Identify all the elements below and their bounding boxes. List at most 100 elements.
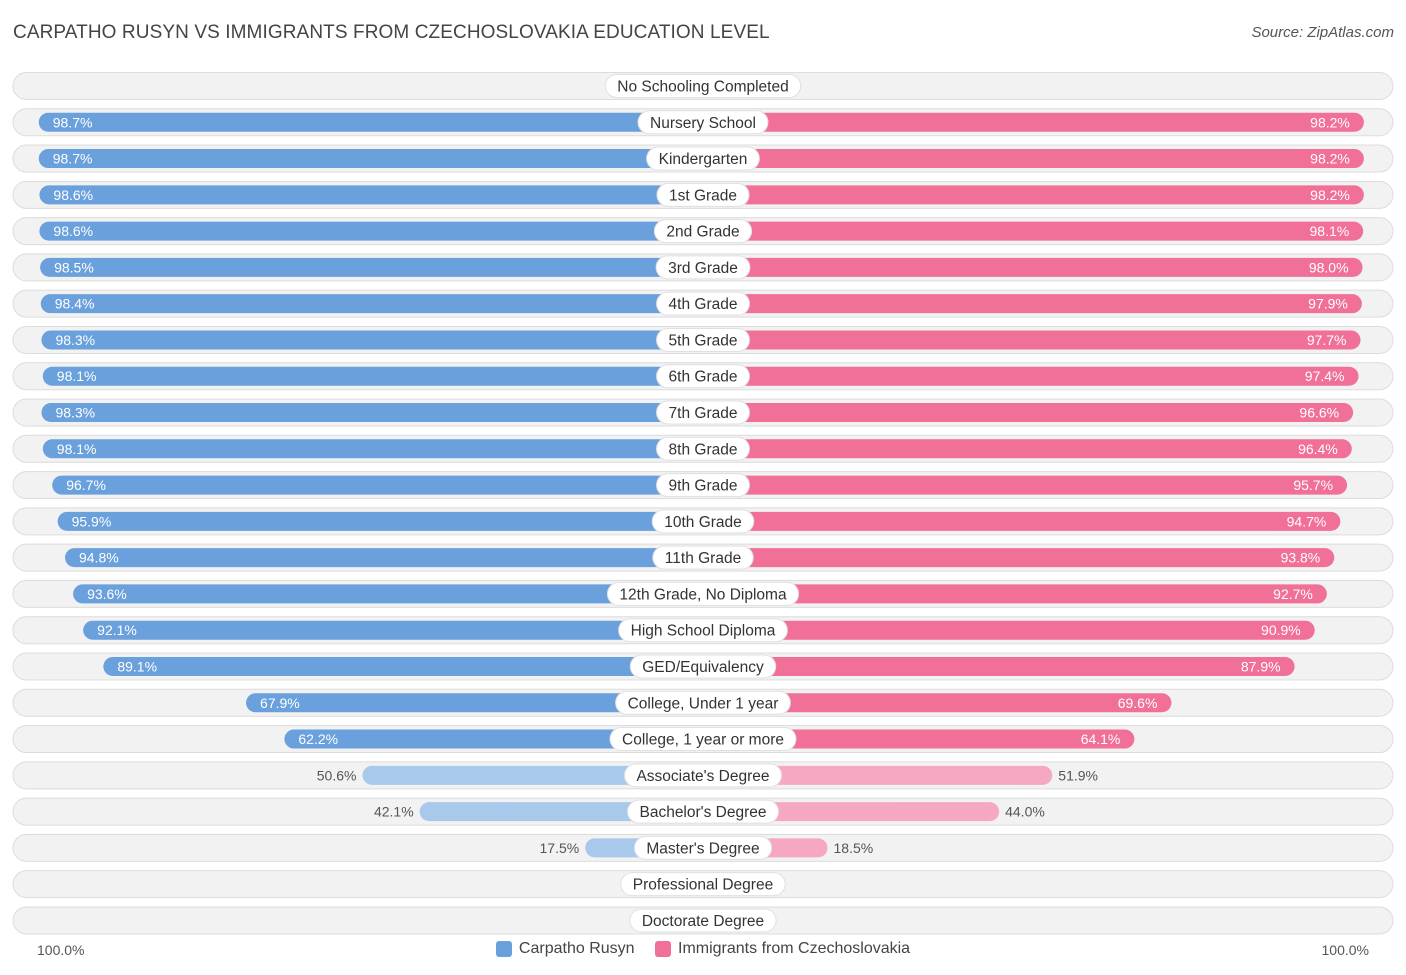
value-label-right: 98.1% — [1310, 223, 1350, 239]
bar-right — [703, 294, 1362, 314]
value-label-right: 97.4% — [1305, 368, 1345, 384]
bar-row: 17.5% 18.5% Master's Degree — [12, 833, 1394, 862]
bar-row: 98.6% 98.1% 2nd Grade — [12, 217, 1394, 246]
value-label-left: 98.3% — [55, 405, 95, 421]
category-pill — [656, 436, 750, 461]
bar-right — [703, 620, 1315, 640]
category-pill — [656, 291, 750, 316]
category-pill — [615, 690, 791, 715]
value-label-left: 93.6% — [87, 586, 127, 602]
category-label: 7th Grade — [669, 405, 738, 422]
bar-right — [703, 330, 1361, 350]
bar-right — [703, 149, 1364, 169]
bar-left — [42, 366, 704, 386]
bar-row: 98.7% 98.2% Kindergarten — [12, 144, 1394, 173]
value-label-left: 98.3% — [55, 332, 95, 348]
axis-right-label: 100.0% — [1321, 942, 1369, 958]
bar-right — [703, 221, 1364, 241]
category-pill — [629, 654, 777, 679]
value-label-left: 98.1% — [57, 441, 97, 457]
bar-row: 98.3% 97.7% 5th Grade — [12, 325, 1394, 354]
bar-left — [40, 294, 703, 314]
source-label: Source: ZipAtlas.com — [1251, 24, 1394, 41]
bar-right — [703, 366, 1359, 386]
category-pill — [656, 364, 750, 389]
value-label-left: 98.5% — [54, 259, 94, 275]
bar-row: 98.6% 98.2% 1st Grade — [12, 180, 1394, 209]
bar-left — [73, 584, 703, 604]
value-label-left: 92.1% — [97, 622, 137, 638]
chart-title: CARPATHO RUSYN VS IMMIGRANTS FROM CZECHO… — [13, 22, 770, 43]
bar-left — [52, 475, 704, 495]
category-pill — [629, 908, 777, 933]
value-label-right: 98.2% — [1310, 151, 1350, 167]
category-label: 1st Grade — [669, 187, 737, 204]
value-label-left: 98.7% — [53, 114, 93, 130]
category-label: College, Under 1 year — [628, 695, 779, 712]
category-pill — [656, 473, 750, 498]
bar-right — [703, 185, 1364, 205]
bar-right — [703, 439, 1352, 459]
value-label-right: 98.2% — [1310, 114, 1350, 130]
category-pill — [633, 835, 773, 860]
bar-right — [703, 693, 1172, 713]
category-pill — [620, 872, 786, 897]
category-label: Associate's Degree — [636, 768, 769, 785]
legend: Carpatho Rusyn Immigrants from Czechoslo… — [0, 940, 1406, 962]
category-label: Nursery School — [650, 115, 756, 132]
bar-row: 98.1% 96.4% 8th Grade — [12, 434, 1394, 463]
category-pill — [626, 799, 780, 824]
value-label-left: 17.5% — [540, 840, 580, 856]
value-label-right: 95.7% — [1293, 477, 1333, 493]
bar-right — [703, 403, 1354, 423]
category-pill — [609, 727, 797, 752]
category-pill — [655, 255, 751, 280]
bar-left — [284, 729, 703, 749]
category-pill — [637, 110, 769, 135]
bar-left — [246, 693, 703, 713]
bar-row: 96.7% 95.7% 9th Grade — [12, 471, 1394, 500]
category-pill — [656, 400, 750, 425]
bar-row: 62.2% 64.1% College, 1 year or more — [12, 725, 1394, 754]
bar-left — [39, 221, 704, 241]
category-label: 10th Grade — [664, 514, 742, 531]
category-label: 4th Grade — [669, 296, 738, 313]
bar-left — [42, 439, 704, 459]
legend-label-left: Carpatho Rusyn — [518, 940, 635, 957]
bar-left — [39, 185, 704, 205]
category-label: Master's Degree — [646, 840, 759, 857]
category-label: Professional Degree — [633, 877, 773, 894]
category-pill — [623, 763, 783, 788]
bar-right — [703, 257, 1363, 277]
bar-row: 92.1% 90.9% High School Diploma — [12, 616, 1394, 645]
bar-row: 2.3%2.4%Doctorate Degree — [12, 906, 1394, 935]
category-label: 2nd Grade — [666, 224, 739, 241]
value-label-left: 42.1% — [374, 804, 414, 820]
bar-right — [703, 112, 1364, 132]
bar-row: 98.4% 97.9% 4th Grade — [12, 289, 1394, 318]
bar-left — [83, 620, 704, 640]
chart-area: 1.4%1.8%No Schooling Completed 98.7% 98.2%… — [12, 72, 1394, 935]
bar-right — [703, 511, 1341, 531]
value-label-right: 94.7% — [1287, 513, 1327, 529]
bar-row: 93.6% 92.7% 12th Grade, No Diploma — [12, 579, 1394, 608]
bar-row: 98.5% 98.0% 3rd Grade — [12, 253, 1394, 282]
category-pill — [653, 219, 753, 244]
value-label-right: 69.6% — [1118, 695, 1158, 711]
category-pill — [651, 509, 755, 534]
category-pill — [604, 74, 802, 98]
bar-row: 42.1% 44.0% Bachelor's Degree — [12, 797, 1394, 826]
category-pill — [618, 618, 788, 643]
value-label-left: 95.9% — [72, 513, 112, 529]
category-label: College, 1 year or more — [622, 732, 784, 749]
bar-left — [362, 765, 703, 785]
bar-row: 1.4%1.8%No Schooling Completed — [12, 72, 1394, 100]
category-label: 11th Grade — [665, 550, 741, 567]
bar-left — [38, 149, 703, 169]
value-label-right: 51.9% — [1058, 767, 1098, 783]
bar-left — [64, 548, 704, 568]
value-label-left: 89.1% — [117, 658, 157, 674]
category-label: Kindergarten — [659, 151, 748, 168]
value-label-left: 94.8% — [79, 550, 119, 566]
value-label-left: 67.9% — [260, 695, 300, 711]
